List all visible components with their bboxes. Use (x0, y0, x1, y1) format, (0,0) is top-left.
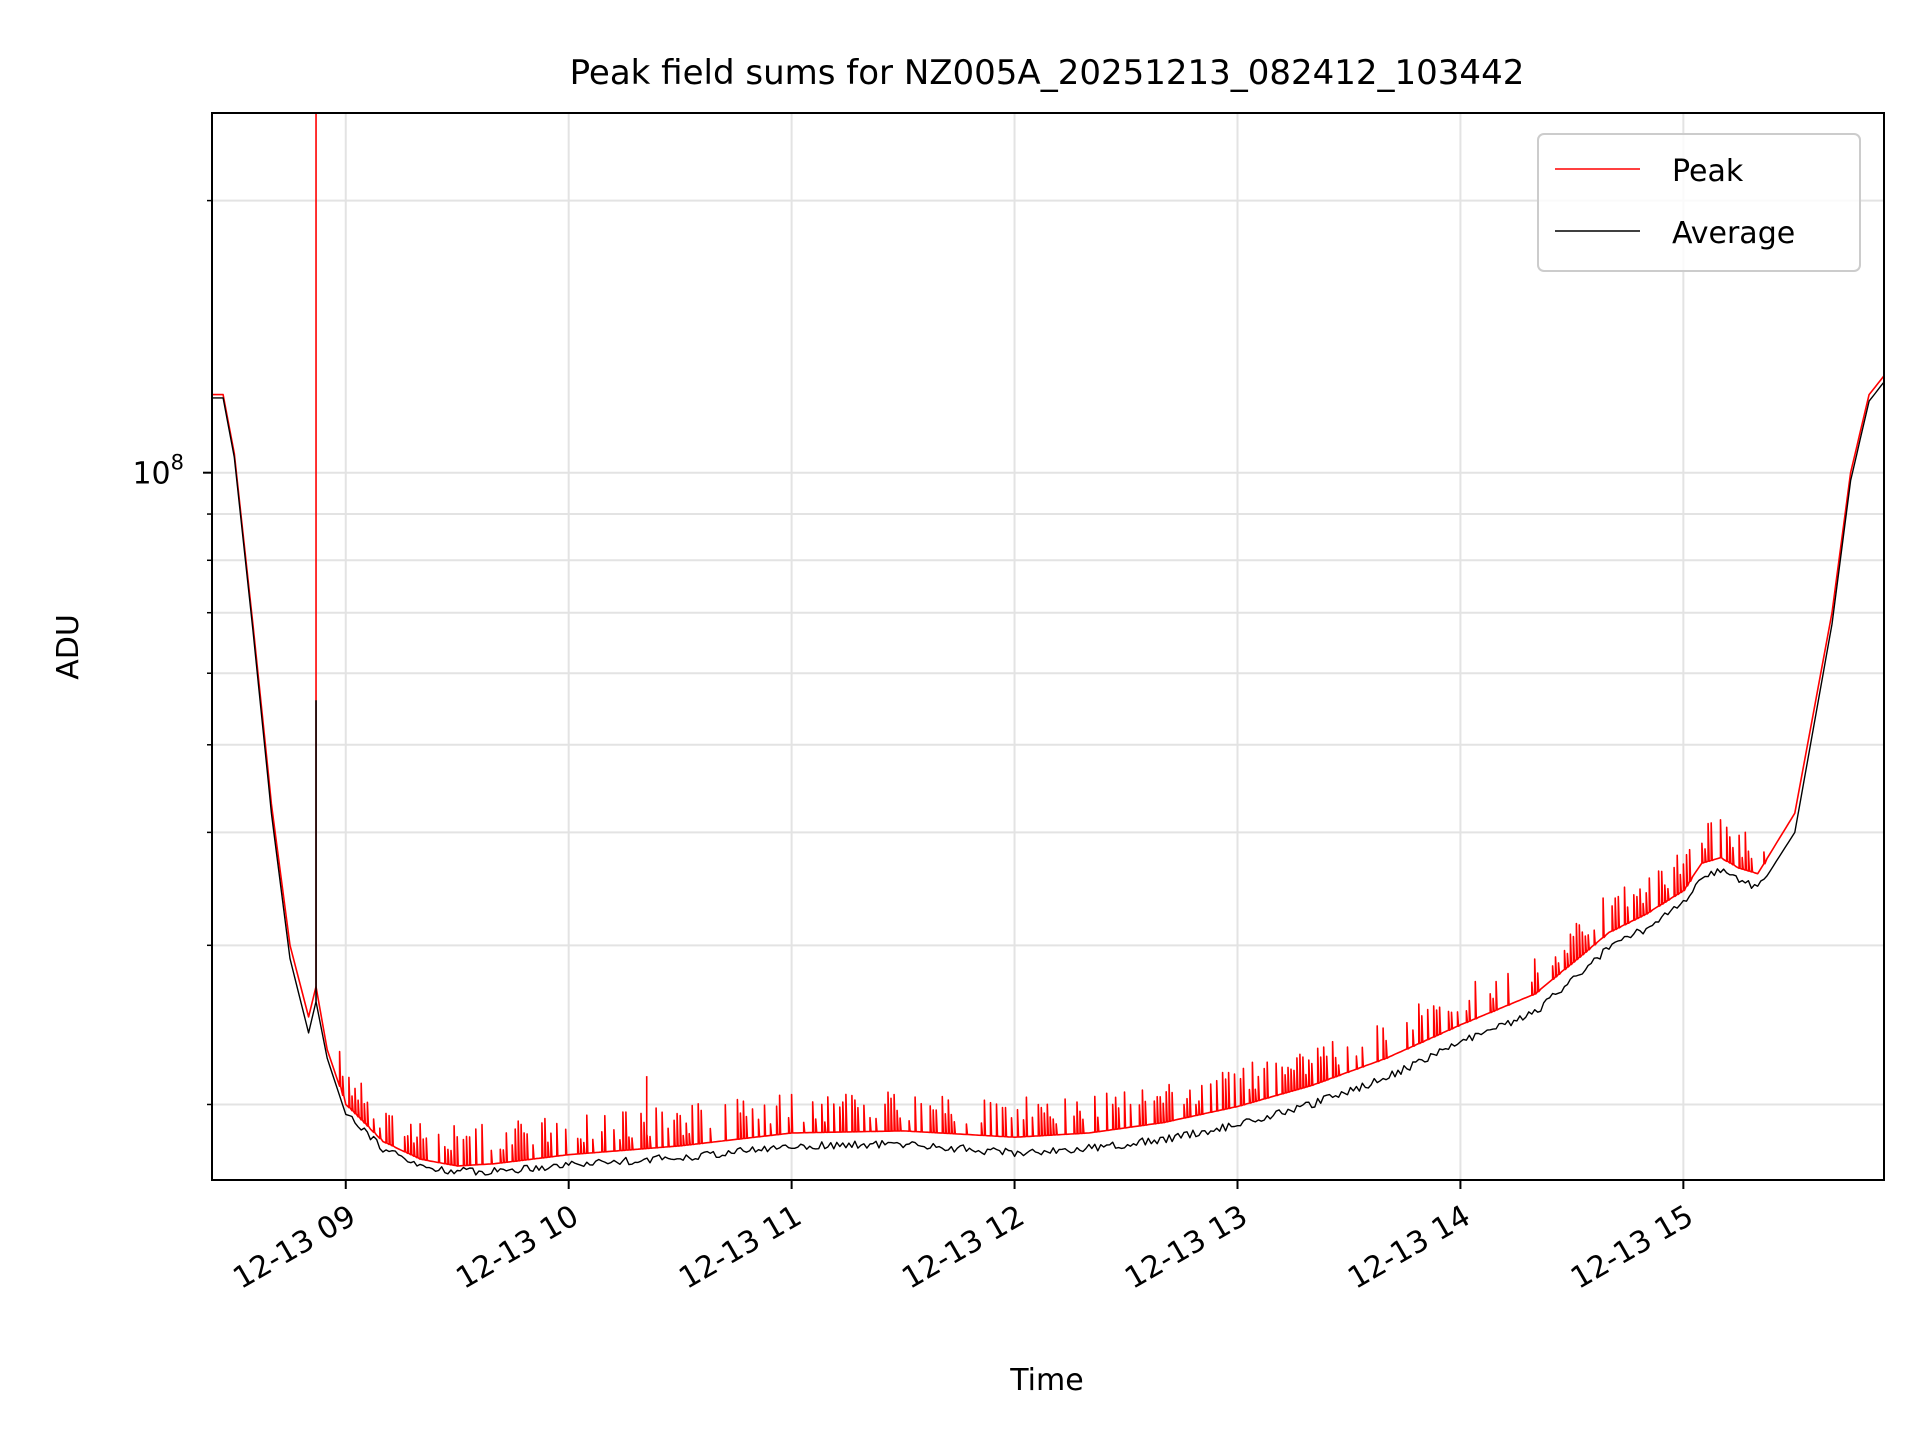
x-tick-label: 12-13 09 (227, 1199, 361, 1297)
series-group (212, 113, 1885, 1176)
x-axis-label: Time (1009, 1363, 1083, 1398)
x-axis: 12-13 09 12-13 10 12-13 11 12-13 12 12-13 13… (227, 1180, 1699, 1296)
x-tick-label: 12-13 14 (1342, 1199, 1476, 1297)
chart-title: Peak field sums for NZ005A_20251213_0824… (570, 53, 1525, 93)
series-line-peak (212, 375, 1885, 1167)
y-tick-label: 108 (132, 451, 184, 492)
legend-peak-label: Peak (1672, 154, 1744, 189)
x-tick-label: 12-13 12 (896, 1199, 1030, 1297)
x-tick-label: 12-13 10 (450, 1199, 584, 1297)
plot-frame (211, 112, 1885, 1181)
y-axis-label: ADU (51, 614, 86, 680)
y-axis: 108 (132, 199, 212, 1106)
legend: Peak Average (1537, 133, 1861, 272)
series-average (212, 381, 1885, 1176)
grid (212, 113, 1884, 1180)
x-tick-label: 12-13 11 (673, 1199, 807, 1297)
series-line-average (212, 381, 1885, 1176)
x-tick-label: 12-13 15 (1565, 1199, 1699, 1297)
legend-average-label: Average (1672, 216, 1795, 251)
x-tick-label: 12-13 13 (1119, 1199, 1253, 1297)
